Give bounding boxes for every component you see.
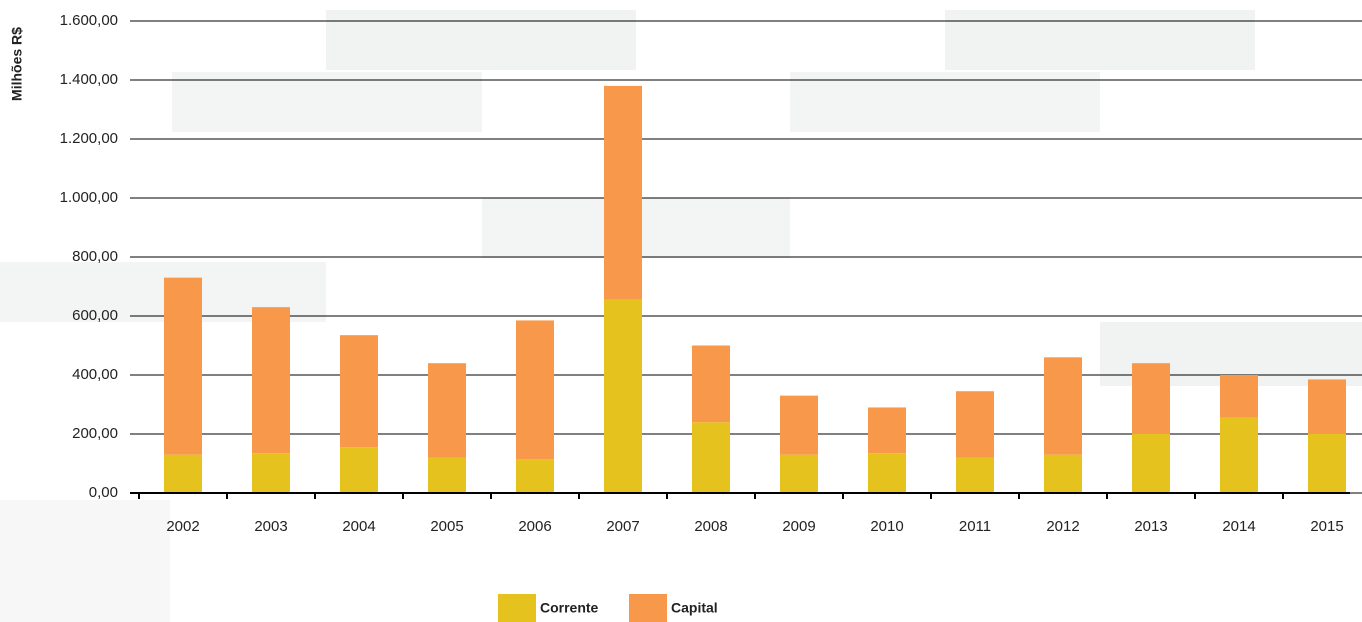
bar-segment <box>868 407 906 454</box>
x-tick-label: 2015 <box>1310 518 1343 535</box>
bar-segment <box>604 85 642 300</box>
x-tick-label: 2014 <box>1222 518 1255 535</box>
y-tick-label: 1.600,00 <box>60 12 118 29</box>
bar-segment <box>516 320 554 460</box>
y-tick-label: 800,00 <box>72 248 118 265</box>
x-tick-label: 2007 <box>606 518 639 535</box>
x-tick-label: 2008 <box>694 518 727 535</box>
bar-segment <box>164 277 202 455</box>
legend-swatch <box>498 594 536 622</box>
y-axis-label: Milhões R$ <box>9 27 25 101</box>
bar-segment <box>780 395 818 455</box>
bar-segment <box>340 447 378 493</box>
y-tick-label: 400,00 <box>72 366 118 383</box>
y-tick-label: 200,00 <box>72 425 118 442</box>
x-tick-label: 2006 <box>518 518 551 535</box>
x-tick-label: 2012 <box>1046 518 1079 535</box>
bar-segment <box>956 457 994 493</box>
bar-segment <box>956 391 994 458</box>
bar-segment <box>1044 454 1082 493</box>
legend-label: Corrente <box>540 600 599 616</box>
x-tick-label: 2004 <box>342 518 375 535</box>
x-tick-label: 2009 <box>782 518 815 535</box>
bar-segment <box>1132 363 1170 434</box>
bar-segment <box>692 345 730 423</box>
bar-segment <box>1308 379 1346 434</box>
legend-label: Capital <box>671 600 718 616</box>
bar-segment <box>604 299 642 493</box>
y-tick-label: 1.400,00 <box>60 71 118 88</box>
legend-swatch <box>629 594 667 622</box>
bar-segment <box>252 453 290 493</box>
bar-segment <box>780 454 818 493</box>
x-tick-label: 2011 <box>959 518 991 535</box>
bar-segment <box>1220 375 1258 418</box>
bar-segment <box>868 453 906 493</box>
bar-segment <box>252 307 290 454</box>
bar-segment <box>1220 417 1258 493</box>
bar-segment <box>1132 434 1170 493</box>
bar-segment <box>164 454 202 493</box>
y-tick-label: 600,00 <box>72 307 118 324</box>
x-tick-label: 2003 <box>254 518 287 535</box>
x-tick-label: 2010 <box>870 518 903 535</box>
x-tick-label: 2002 <box>166 518 199 535</box>
bar-segment <box>516 459 554 493</box>
bar-segment <box>340 335 378 448</box>
bar-segment <box>1044 357 1082 455</box>
bar-segment <box>428 363 466 458</box>
y-tick-label: 1.000,00 <box>60 189 118 206</box>
y-tick-label: 1.200,00 <box>60 130 118 147</box>
x-tick-label: 2005 <box>430 518 463 535</box>
bar-segment <box>428 457 466 493</box>
bar-segment <box>1308 434 1346 493</box>
x-tick-label: 2013 <box>1134 518 1167 535</box>
bar-segment <box>692 422 730 493</box>
y-tick-label: 0,00 <box>89 484 118 501</box>
